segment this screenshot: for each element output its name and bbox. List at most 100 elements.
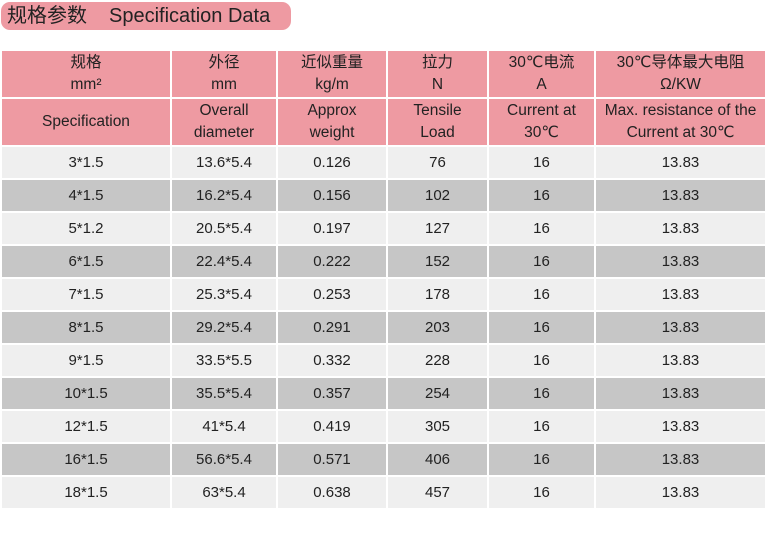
table-cell: 0.126 — [276, 145, 388, 180]
header-line: 30℃导体最大电阻 — [616, 54, 745, 71]
table-cell: 0.419 — [276, 409, 388, 444]
table-cell: 63*5.4 — [170, 475, 278, 510]
table-cell: 8*1.5 — [0, 310, 172, 345]
table-row: 4*1.5 16.2*5.4 0.156 102 16 13.83 — [0, 178, 765, 213]
table-cell: 254 — [386, 376, 489, 411]
table-cell: 127 — [386, 211, 489, 246]
header-row-en: Specification Overall diameter Approx weight… — [0, 97, 765, 147]
table-cell: 13.83 — [594, 343, 765, 378]
table-cell: 13.83 — [594, 145, 765, 180]
header-line: Tensile — [413, 102, 462, 119]
table-cell: 0.197 — [276, 211, 388, 246]
header-line: Approx — [307, 102, 357, 119]
table-cell: 0.253 — [276, 277, 388, 312]
header-cell: Tensile Load — [386, 97, 489, 147]
header-line: Current at — [507, 102, 576, 119]
specification-table: 规格 mm² 外径 mm 近似重量 kg/m 拉力 N 30℃电流 A 30℃导体最大电阻 Ω/KW S… — [0, 49, 765, 510]
table-cell: 6*1.5 — [0, 244, 172, 279]
table-cell: 16 — [487, 277, 596, 312]
table-cell: 41*5.4 — [170, 409, 278, 444]
header-cell: Overall diameter — [170, 97, 278, 147]
table-cell: 13.83 — [594, 409, 765, 444]
header-line: weight — [309, 124, 355, 141]
header-cell: 拉力 N — [386, 49, 489, 99]
header-line: 30℃ — [524, 124, 559, 141]
table-cell: 7*1.5 — [0, 277, 172, 312]
table-row: 6*1.5 22.4*5.4 0.222 152 16 13.83 — [0, 244, 765, 279]
table-cell: 4*1.5 — [0, 178, 172, 213]
table-cell: 0.571 — [276, 442, 388, 477]
table-cell: 16 — [487, 310, 596, 345]
table-cell: 13.83 — [594, 211, 765, 246]
table-cell: 12*1.5 — [0, 409, 172, 444]
table-cell: 13.83 — [594, 376, 765, 411]
table-cell: 18*1.5 — [0, 475, 172, 510]
table-cell: 457 — [386, 475, 489, 510]
header-line: Specification — [42, 113, 130, 130]
table-cell: 9*1.5 — [0, 343, 172, 378]
table-cell: 35.5*5.4 — [170, 376, 278, 411]
table-cell: 3*1.5 — [0, 145, 172, 180]
header-line: 拉力 — [421, 54, 453, 71]
table-cell: 13.83 — [594, 442, 765, 477]
table-cell: 13.83 — [594, 244, 765, 279]
table-cell: 16 — [487, 145, 596, 180]
section-title: 规格参数 Specification Data — [1, 2, 291, 30]
table-row: 10*1.5 35.5*5.4 0.357 254 16 13.83 — [0, 376, 765, 411]
table-cell: 5*1.2 — [0, 211, 172, 246]
table-cell: 16 — [487, 178, 596, 213]
header-line: 近似重量 — [300, 54, 363, 71]
header-line: Ω/KW — [660, 76, 701, 93]
table-cell: 0.638 — [276, 475, 388, 510]
table-cell: 13.83 — [594, 475, 765, 510]
table-cell: 20.5*5.4 — [170, 211, 278, 246]
header-cell: 规格 mm² — [0, 49, 172, 99]
table-cell: 0.291 — [276, 310, 388, 345]
title-zh: 规格参数 — [7, 5, 87, 27]
table-cell: 33.5*5.5 — [170, 343, 278, 378]
table-cell: 0.332 — [276, 343, 388, 378]
table-cell: 0.357 — [276, 376, 388, 411]
table-cell: 228 — [386, 343, 489, 378]
table-row: 12*1.5 41*5.4 0.419 305 16 13.83 — [0, 409, 765, 444]
table-cell: 16 — [487, 211, 596, 246]
header-line: A — [536, 76, 547, 93]
table-row: 18*1.5 63*5.4 0.638 457 16 13.83 — [0, 475, 765, 510]
table-cell: 16.2*5.4 — [170, 178, 278, 213]
table-row: 8*1.5 29.2*5.4 0.291 203 16 13.83 — [0, 310, 765, 345]
table-cell: 56.6*5.4 — [170, 442, 278, 477]
table-cell: 178 — [386, 277, 489, 312]
header-line: mm² — [70, 76, 102, 93]
header-line: Load — [420, 124, 455, 141]
header-cell: 30℃电流 A — [487, 49, 596, 99]
header-line: 外径 — [208, 54, 240, 71]
table-row: 5*1.2 20.5*5.4 0.197 127 16 13.83 — [0, 211, 765, 246]
table-cell: 16 — [487, 376, 596, 411]
table-cell: 0.222 — [276, 244, 388, 279]
table-cell: 305 — [386, 409, 489, 444]
table-row: 9*1.5 33.5*5.5 0.332 228 16 13.83 — [0, 343, 765, 378]
header-cell: Max. resistance of the Current at 30℃ — [594, 97, 765, 147]
table-cell: 13.83 — [594, 310, 765, 345]
table-cell: 13.83 — [594, 178, 765, 213]
table-cell: 16*1.5 — [0, 442, 172, 477]
table-cell: 13.83 — [594, 277, 765, 312]
table-cell: 102 — [386, 178, 489, 213]
header-cell: 近似重量 kg/m — [276, 49, 388, 99]
table-cell: 29.2*5.4 — [170, 310, 278, 345]
header-line: mm — [211, 76, 237, 93]
header-cell: 30℃导体最大电阻 Ω/KW — [594, 49, 765, 99]
header-line: kg/m — [315, 76, 349, 93]
title-en: Specification Data — [109, 5, 271, 27]
table-row: 16*1.5 56.6*5.4 0.571 406 16 13.83 — [0, 442, 765, 477]
header-line: Overall — [199, 102, 249, 119]
table-cell: 13.6*5.4 — [170, 145, 278, 180]
table-cell: 25.3*5.4 — [170, 277, 278, 312]
header-line: diameter — [193, 124, 255, 141]
table-cell: 16 — [487, 244, 596, 279]
table-row: 3*1.5 13.6*5.4 0.126 76 16 13.83 — [0, 145, 765, 180]
header-cell: Specification — [0, 97, 172, 147]
table-cell: 0.156 — [276, 178, 388, 213]
header-line: 规格 — [70, 54, 102, 71]
table-cell: 16 — [487, 409, 596, 444]
